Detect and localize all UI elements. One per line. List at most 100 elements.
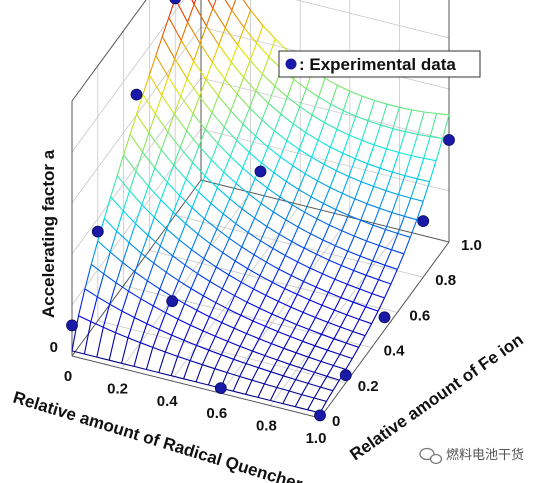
surface-line bbox=[268, 38, 276, 57]
surface-line bbox=[259, 307, 273, 315]
surface-line bbox=[286, 123, 294, 141]
surface-line bbox=[109, 282, 117, 305]
surface-line bbox=[430, 136, 443, 140]
surface-line bbox=[158, 312, 167, 330]
surface-line bbox=[347, 235, 355, 252]
surface-line bbox=[266, 261, 280, 270]
surface-line bbox=[221, 354, 234, 360]
surface-line bbox=[159, 228, 168, 247]
surface-line bbox=[233, 327, 247, 335]
surface-line bbox=[360, 255, 373, 262]
surface-line bbox=[242, 123, 256, 137]
surface-line bbox=[154, 95, 163, 115]
surface-line bbox=[172, 239, 180, 257]
surface-line bbox=[346, 342, 359, 348]
surface-line bbox=[196, 295, 204, 311]
surface-line bbox=[227, 372, 240, 378]
surface-line bbox=[283, 306, 292, 320]
surface-line bbox=[379, 167, 393, 173]
surface-line bbox=[208, 336, 216, 351]
surface-line bbox=[305, 132, 319, 141]
surface-line bbox=[373, 144, 387, 150]
surface-line bbox=[246, 301, 260, 309]
surface-line bbox=[270, 331, 279, 344]
surface-line bbox=[215, 335, 229, 342]
surface-line bbox=[148, 113, 156, 134]
surface-line bbox=[211, 95, 219, 113]
surface-line bbox=[329, 129, 338, 148]
surface-line bbox=[246, 288, 255, 303]
surface-line bbox=[193, 43, 201, 62]
surface-line bbox=[134, 204, 143, 224]
surface-line bbox=[346, 301, 354, 316]
surface-line bbox=[284, 275, 292, 289]
surface-line bbox=[313, 397, 327, 402]
data-point bbox=[169, 0, 181, 5]
surface-line bbox=[416, 201, 424, 220]
surface-line bbox=[308, 328, 322, 335]
surface-line bbox=[224, 78, 238, 95]
surface-line bbox=[161, 76, 169, 96]
surface-line bbox=[265, 248, 274, 263]
surface-line bbox=[328, 209, 337, 226]
surface-line bbox=[261, 103, 269, 121]
surface-line bbox=[301, 383, 309, 395]
surface-line bbox=[227, 328, 235, 342]
surface-line bbox=[267, 187, 281, 198]
surface-line bbox=[216, 171, 225, 189]
surface-line bbox=[324, 122, 338, 130]
watermark: 燃料电池干货 bbox=[419, 447, 524, 465]
surface-line bbox=[247, 232, 261, 242]
grid-line bbox=[200, 128, 450, 192]
x-tick-label: 0 bbox=[64, 368, 72, 385]
surface-line bbox=[251, 379, 265, 385]
surface-line bbox=[255, 73, 264, 92]
surface-line bbox=[191, 191, 200, 208]
surface-line bbox=[348, 115, 357, 136]
x-tick-label: 0.6 bbox=[206, 405, 227, 422]
surface-line bbox=[233, 358, 247, 365]
surface-line bbox=[159, 245, 174, 257]
surface-line bbox=[236, 140, 250, 153]
surface-line bbox=[342, 192, 356, 200]
surface-line bbox=[327, 309, 335, 323]
surface-line bbox=[262, 73, 276, 87]
surface-line bbox=[202, 316, 210, 332]
surface-line bbox=[148, 74, 163, 96]
surface-line bbox=[335, 209, 349, 216]
surface-line bbox=[134, 253, 142, 273]
surface-line bbox=[212, 7, 226, 28]
surface-line bbox=[205, 25, 220, 46]
surface-line bbox=[208, 349, 222, 356]
surface-line bbox=[309, 267, 323, 275]
surface-line bbox=[223, 171, 237, 184]
surface-line bbox=[242, 167, 256, 180]
surface-line bbox=[410, 197, 424, 202]
surface-line bbox=[90, 321, 104, 328]
surface-line bbox=[384, 283, 392, 299]
surface-line bbox=[347, 198, 356, 216]
surface-line bbox=[236, 93, 251, 109]
surface-line bbox=[398, 194, 411, 199]
surface-line bbox=[346, 314, 360, 320]
surface-line bbox=[322, 239, 336, 247]
surface-line bbox=[177, 303, 186, 320]
surface-line bbox=[278, 268, 292, 276]
surface-line bbox=[248, 135, 257, 153]
surface-line bbox=[308, 345, 316, 358]
surface-line bbox=[253, 240, 262, 256]
x-tick-label: 0.4 bbox=[157, 393, 179, 410]
surface-line bbox=[347, 283, 360, 290]
surface-line bbox=[214, 322, 223, 337]
surface-line bbox=[141, 132, 150, 153]
surface-line bbox=[122, 210, 136, 224]
surface-line bbox=[327, 321, 341, 328]
surface-line bbox=[311, 96, 320, 116]
surface-line bbox=[218, 44, 232, 63]
surface-line bbox=[246, 320, 254, 334]
surface-line bbox=[296, 312, 304, 325]
surface-line bbox=[358, 335, 366, 348]
surface-line bbox=[185, 162, 194, 180]
surface-line bbox=[354, 140, 363, 159]
surface-line bbox=[289, 352, 297, 365]
